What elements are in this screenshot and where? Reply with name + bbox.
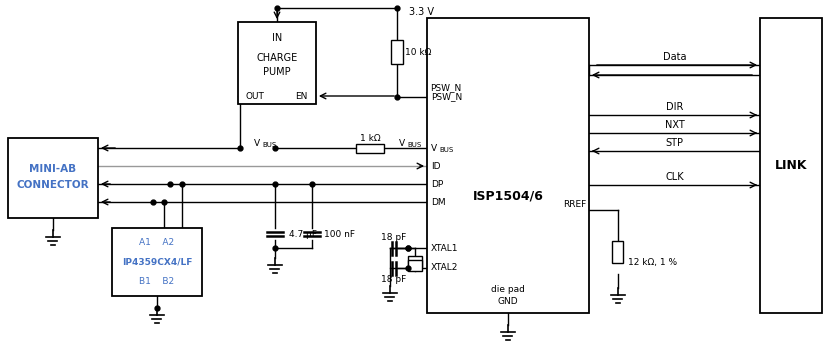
Bar xyxy=(612,241,623,263)
Text: V: V xyxy=(253,138,260,148)
Bar xyxy=(112,228,202,296)
Text: OUT: OUT xyxy=(246,91,265,100)
Text: IP4359CX4/LF: IP4359CX4/LF xyxy=(122,257,192,266)
Text: A1    A2: A1 A2 xyxy=(139,237,175,246)
Text: XTAL1: XTAL1 xyxy=(431,244,458,253)
Text: NXT: NXT xyxy=(664,120,684,130)
Bar xyxy=(407,260,421,271)
Bar xyxy=(238,22,315,104)
Text: BUS: BUS xyxy=(407,142,421,148)
Text: BUS: BUS xyxy=(262,142,276,148)
Text: BUS: BUS xyxy=(439,147,453,153)
Text: 18 pF: 18 pF xyxy=(381,276,407,285)
Bar xyxy=(391,40,402,64)
Text: 3.3 V: 3.3 V xyxy=(408,7,434,17)
Text: RREF: RREF xyxy=(562,199,585,208)
Text: XTAL2: XTAL2 xyxy=(431,264,458,273)
Text: Data: Data xyxy=(662,52,686,62)
Text: 12 kΩ, 1 %: 12 kΩ, 1 % xyxy=(628,258,676,267)
Text: STP: STP xyxy=(665,138,682,148)
Text: EN: EN xyxy=(296,91,308,100)
Text: 4.7 µF: 4.7 µF xyxy=(289,229,316,238)
Text: 10 kΩ: 10 kΩ xyxy=(405,48,431,57)
Text: PUMP: PUMP xyxy=(262,67,291,77)
Text: 100 nF: 100 nF xyxy=(324,229,354,238)
Text: CONNECTOR: CONNECTOR xyxy=(17,180,89,190)
Text: PSW_N: PSW_N xyxy=(430,83,460,92)
Text: 18 pF: 18 pF xyxy=(381,233,407,241)
Bar xyxy=(426,18,588,313)
Text: LINK: LINK xyxy=(774,159,806,172)
Text: GND: GND xyxy=(497,296,518,306)
Text: PSW_N: PSW_N xyxy=(431,92,462,101)
Text: die pad: die pad xyxy=(490,285,524,294)
Text: MINI-AB: MINI-AB xyxy=(30,164,76,174)
Text: 1 kΩ: 1 kΩ xyxy=(359,134,380,142)
Text: CLK: CLK xyxy=(664,172,683,182)
Text: ISP1504/6: ISP1504/6 xyxy=(472,189,543,202)
Bar xyxy=(355,144,383,152)
Bar xyxy=(8,138,98,218)
Text: DIR: DIR xyxy=(665,102,682,112)
Bar xyxy=(407,256,421,267)
Text: IN: IN xyxy=(272,33,282,43)
Text: CHARGE: CHARGE xyxy=(256,53,297,63)
Text: ID: ID xyxy=(431,161,440,170)
Text: B1    B2: B1 B2 xyxy=(139,277,175,286)
Text: DP: DP xyxy=(431,179,443,188)
Text: V: V xyxy=(398,138,405,148)
Text: V: V xyxy=(431,144,436,152)
Text: DM: DM xyxy=(431,197,445,207)
Bar xyxy=(759,18,821,313)
